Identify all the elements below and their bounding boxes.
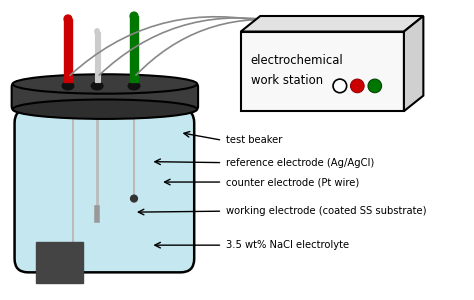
Ellipse shape [333, 79, 346, 93]
Bar [130, 16, 138, 82]
Ellipse shape [368, 79, 382, 93]
Polygon shape [404, 16, 423, 111]
Bar [64, 19, 72, 82]
Text: reference electrode (Ag/AgCl): reference electrode (Ag/AgCl) [226, 158, 374, 168]
Ellipse shape [130, 12, 138, 20]
Text: 3.5 wt% NaCl electrolyte: 3.5 wt% NaCl electrolyte [226, 240, 349, 250]
Ellipse shape [15, 101, 194, 117]
Ellipse shape [128, 82, 140, 90]
Text: work station: work station [251, 74, 323, 87]
Bar [95, 32, 100, 82]
Ellipse shape [131, 195, 137, 202]
Ellipse shape [20, 106, 188, 118]
Ellipse shape [95, 28, 100, 34]
Text: electrochemical: electrochemical [251, 54, 343, 67]
Ellipse shape [62, 82, 74, 90]
Ellipse shape [351, 79, 364, 93]
Polygon shape [241, 32, 404, 111]
Bar [36, 242, 82, 283]
Ellipse shape [13, 74, 197, 94]
Text: working electrode (coated SS substrate): working electrode (coated SS substrate) [226, 206, 427, 216]
Polygon shape [241, 16, 423, 32]
FancyBboxPatch shape [15, 109, 194, 272]
Text: counter electrode (Pt wire): counter electrode (Pt wire) [226, 177, 359, 187]
Ellipse shape [64, 15, 72, 23]
Ellipse shape [91, 82, 103, 90]
FancyBboxPatch shape [12, 83, 198, 110]
Text: test beaker: test beaker [226, 135, 283, 145]
Ellipse shape [13, 100, 197, 119]
